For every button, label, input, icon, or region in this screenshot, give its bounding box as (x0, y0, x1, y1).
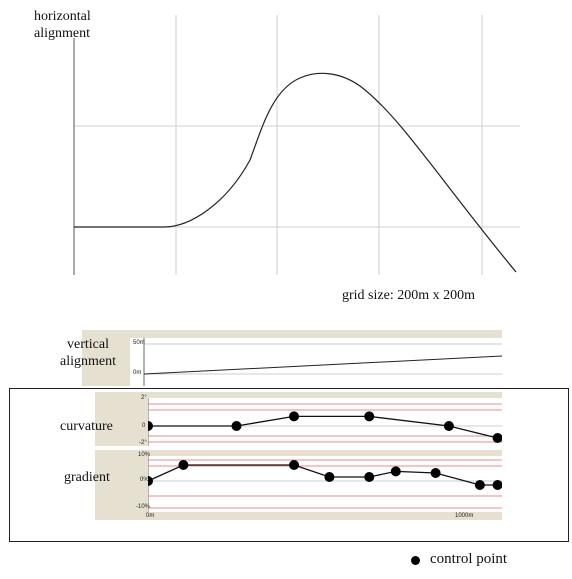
vertical-label-block (82, 338, 130, 386)
curvature-control-point (148, 421, 153, 431)
grid-size-label: grid size: 200m x 200m (342, 288, 475, 303)
vertical-alignment-line (143, 355, 502, 375)
vertical-title-line2: alignment (60, 354, 116, 369)
curvature-control-point (492, 433, 502, 443)
curvature-tick-bottom: -2° (139, 440, 147, 446)
curvature-gradient-panel (9, 388, 569, 542)
gradient-tick-top: 10% (138, 452, 151, 458)
curvature-control-point (289, 411, 300, 422)
gradient-control-point (178, 460, 189, 470)
control-point-legend-marker (411, 556, 420, 565)
gradient-tick-bottom: -10% (136, 504, 151, 510)
gradient-control-point (430, 468, 441, 478)
curvature-tick-top: 2° (141, 395, 147, 401)
gradient-control-point (390, 466, 401, 477)
vertical-alignment-plot (130, 338, 502, 386)
x-axis-end: 1000m (455, 513, 474, 519)
gradient-control-point (324, 472, 335, 482)
vertical-tick-top: 50m (133, 340, 145, 346)
gradient-control-point (492, 480, 502, 490)
x-axis-band (95, 512, 502, 520)
vertical-alignment-title: vertical alignment (38, 336, 138, 370)
curvature-label: curvature (60, 419, 113, 434)
vertical-top-band (82, 330, 502, 338)
gradient-plot (148, 456, 502, 512)
gradient-control-point (289, 460, 300, 470)
gradient-control-points (148, 460, 502, 490)
vertical-tick-bottom: 0m (133, 370, 142, 376)
horizontal-alignment-plot (73, 15, 520, 275)
horizontal-alignment-curve (74, 72, 517, 273)
curvature-control-point (364, 411, 375, 422)
curvature-control-points (148, 411, 502, 443)
gradient-label-block (95, 456, 148, 518)
curvature-series-line (148, 415, 498, 439)
vertical-plot-bg (130, 338, 502, 386)
gradient-label: gradient (64, 470, 110, 485)
curvature-control-point (443, 421, 454, 431)
control-point-legend-label: control point (430, 551, 508, 567)
gradient-control-point (148, 476, 153, 486)
x-axis-start: 0m (146, 513, 155, 519)
gradient-series-line (148, 464, 498, 486)
curvature-control-point (231, 421, 242, 431)
horizontal-title-line2: alignment (34, 26, 90, 41)
curvature-label-block (95, 398, 148, 446)
gradient-control-point (474, 480, 485, 490)
curvature-tick-mid: 0 (142, 423, 146, 429)
curvature-top-band (95, 392, 502, 398)
horizontal-title-line1: horizontal (34, 9, 91, 24)
gradient-control-point (364, 472, 375, 482)
vertical-title-line1: vertical (67, 337, 109, 352)
horizontal-alignment-title: horizontal alignment (34, 8, 91, 42)
gradient-top-band (95, 450, 502, 456)
curvature-plot (148, 398, 502, 446)
horizontal-grid (74, 15, 520, 275)
gradient-tick-mid: 0% (140, 477, 149, 483)
